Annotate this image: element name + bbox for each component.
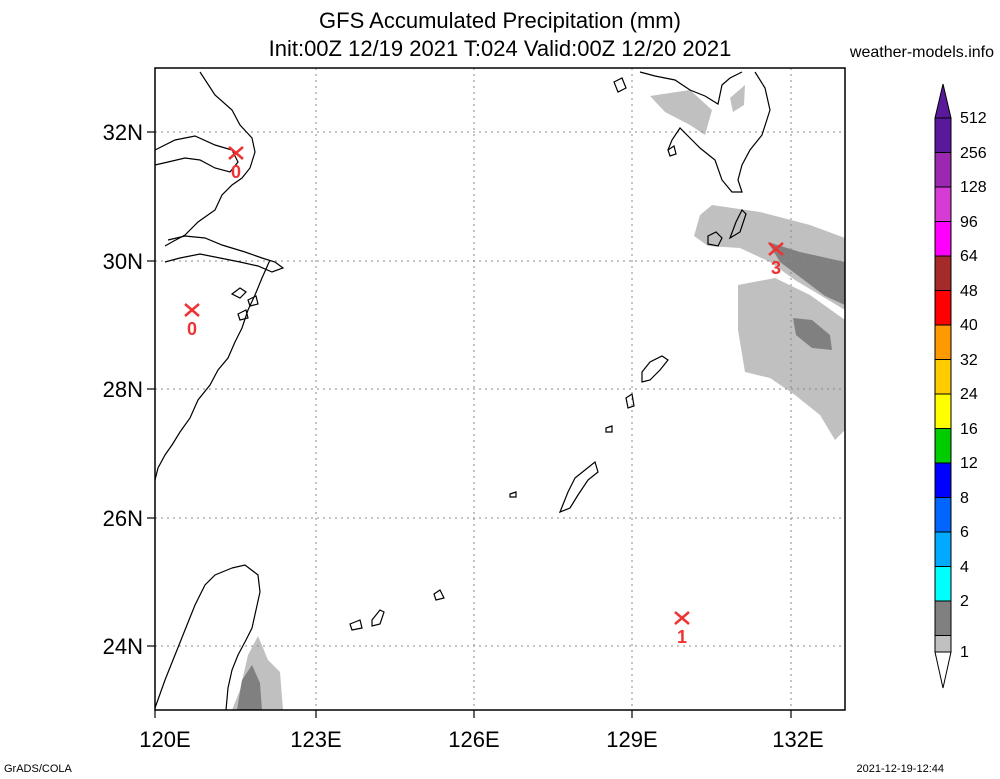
colorbar-label: 96 <box>960 214 978 231</box>
colorbar-label: 2 <box>960 593 969 610</box>
lon-tick-labels: 120E 123E 126E 129E 132E <box>139 727 823 752</box>
colorbar-swatch <box>934 497 952 533</box>
station-value: 3 <box>771 258 781 278</box>
china-coast-north <box>164 71 256 247</box>
colorbar-swatch <box>934 428 952 464</box>
station-value: 0 <box>187 319 197 339</box>
lon-label: 132E <box>772 727 823 752</box>
colorbar-swatch <box>934 393 952 429</box>
colorbar-swatch <box>934 186 952 222</box>
colorbar-label: 1 <box>960 644 969 661</box>
colorbar-swatch <box>934 600 952 636</box>
colorbar-swatch <box>934 462 952 498</box>
station-value: 0 <box>231 162 241 182</box>
colorbar-label: 512 <box>960 110 987 127</box>
okinawa <box>558 460 599 514</box>
station-marker <box>768 242 784 256</box>
station-marker <box>674 611 690 625</box>
colorbar-swatches <box>934 117 952 653</box>
colorbar-swatch <box>934 117 952 153</box>
iriomote-island <box>349 619 363 631</box>
colorbar-swatch <box>934 255 952 291</box>
miyako-island <box>433 589 445 601</box>
lat-label: 30N <box>103 249 143 274</box>
zhoushan-islands <box>230 287 259 321</box>
precip-area-dark <box>237 665 262 710</box>
coastlines <box>154 71 771 711</box>
colorbar-label: 8 <box>960 490 969 507</box>
colorbar-label: 24 <box>960 386 978 403</box>
lat-label: 24N <box>103 634 143 659</box>
lat-label: 28N <box>103 377 143 402</box>
footer-timestamp: 2021-12-19-12:44 <box>856 763 944 775</box>
station-values: 0 0 3 1 <box>187 162 781 647</box>
colorbar-swatch <box>934 324 952 360</box>
lon-label: 126E <box>448 727 499 752</box>
site-label: weather-models.info <box>849 44 994 61</box>
china-coast-south <box>154 259 271 481</box>
station-value: 1 <box>677 627 687 647</box>
amami-oshima <box>641 355 669 383</box>
colorbar-label: 64 <box>960 248 978 265</box>
colorbar-swatch <box>934 566 952 602</box>
colorbar-label: 40 <box>960 317 978 334</box>
precip-area-light <box>730 85 745 112</box>
precip-shading <box>232 85 845 710</box>
colorbar-top-arrow <box>934 83 952 119</box>
precip-area-light <box>694 205 845 310</box>
colorbar-label: 128 <box>960 179 987 196</box>
island-small-1 <box>625 392 635 409</box>
hangzhou-bay <box>164 235 285 273</box>
goto-islands <box>613 77 677 157</box>
precip-area-light <box>650 90 712 135</box>
lat-label: 26N <box>103 506 143 531</box>
colorbar-label: 12 <box>960 455 978 472</box>
station-marker <box>184 303 200 317</box>
colorbar-label: 48 <box>960 283 978 300</box>
colorbar-label: 16 <box>960 421 978 438</box>
colorbar-label: 32 <box>960 352 978 369</box>
lon-label: 123E <box>290 727 341 752</box>
precip-area-dark <box>793 318 832 350</box>
colorbar-swatch <box>934 221 952 257</box>
map-title: GFS Accumulated Precipitation (mm) <box>319 8 681 33</box>
colorbar-bottom-arrow <box>934 651 952 689</box>
station-marker <box>228 146 244 160</box>
tanegashima <box>728 208 747 240</box>
ishigaki-island <box>371 609 385 627</box>
colorbar-labels: 512 256 128 96 64 48 40 32 24 16 12 8 6 … <box>960 110 987 661</box>
colorbar-swatch <box>934 152 952 188</box>
kyushu-north <box>639 71 743 105</box>
lon-label: 129E <box>606 727 657 752</box>
lat-label: 32N <box>103 120 143 145</box>
yakushima <box>707 231 723 247</box>
yangtze-estuary <box>154 135 239 173</box>
axis-ticks <box>147 131 792 718</box>
colorbar-swatch <box>934 635 952 653</box>
station-markers <box>184 146 784 625</box>
precip-area-dark <box>768 242 845 305</box>
precip-area-light <box>738 278 845 440</box>
colorbar-swatch <box>934 359 952 395</box>
colorbar-swatch <box>934 531 952 567</box>
colorbar: 512 256 128 96 64 48 40 32 24 16 12 8 6 … <box>934 83 987 689</box>
island-small-2 <box>605 425 613 433</box>
lon-label: 120E <box>139 727 190 752</box>
colorbar-label: 6 <box>960 524 969 541</box>
colorbar-label: 256 <box>960 145 987 162</box>
graticule <box>155 68 845 710</box>
colorbar-label: 4 <box>960 559 969 576</box>
taiwan-coast <box>154 564 261 711</box>
kyushu-coast <box>667 71 771 193</box>
lat-tick-labels: 32N 30N 28N 26N 24N <box>103 120 143 659</box>
map-subtitle: Init:00Z 12/19 2021 T:024 Valid:00Z 12/2… <box>268 36 732 61</box>
island-small-3 <box>509 491 517 498</box>
footer-credit: GrADS/COLA <box>4 763 72 775</box>
colorbar-swatch <box>934 290 952 326</box>
